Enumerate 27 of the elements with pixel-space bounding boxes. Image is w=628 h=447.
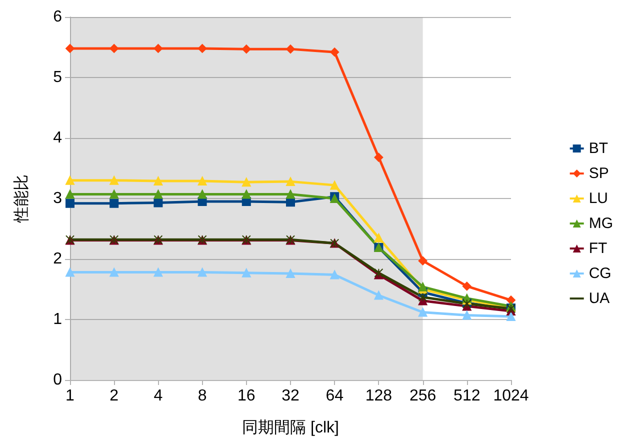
x-tick-label: 4 (154, 388, 163, 404)
x-tick-label: 64 (326, 388, 344, 404)
y-tick-label: 5 (53, 69, 62, 86)
x-tick-label: 512 (454, 388, 480, 404)
legend-label: UA (588, 290, 610, 307)
x-tick-label: 32 (282, 388, 300, 404)
x-tick-label: 1024 (493, 388, 529, 404)
y-tick-label: 1 (53, 311, 62, 328)
x-tick-label: 128 (365, 388, 392, 404)
legend-label: MG (588, 215, 614, 232)
legend-label: LU (588, 190, 608, 207)
x-tick-label: 256 (409, 388, 436, 404)
x-axis-title: 同期間隔 [clk] (242, 418, 339, 436)
x-tick-label: 2 (110, 388, 119, 404)
y-tick-label: 6 (53, 8, 62, 26)
x-tick-label: 8 (198, 388, 207, 404)
y-axis-title: 性能比 (12, 174, 30, 224)
y-tick-label: 4 (53, 130, 62, 146)
y-tick-label: 2 (53, 250, 62, 268)
legend-label: CG (588, 265, 612, 282)
x-tick-label: 1 (66, 388, 75, 404)
y-tick-label: 0 (53, 372, 62, 388)
x-tick-label: 16 (238, 388, 256, 404)
legend-label: FT (588, 240, 608, 257)
legend-label: BT (588, 140, 608, 157)
legend-label: SP (588, 165, 609, 182)
y-tick-label: 3 (53, 190, 62, 207)
